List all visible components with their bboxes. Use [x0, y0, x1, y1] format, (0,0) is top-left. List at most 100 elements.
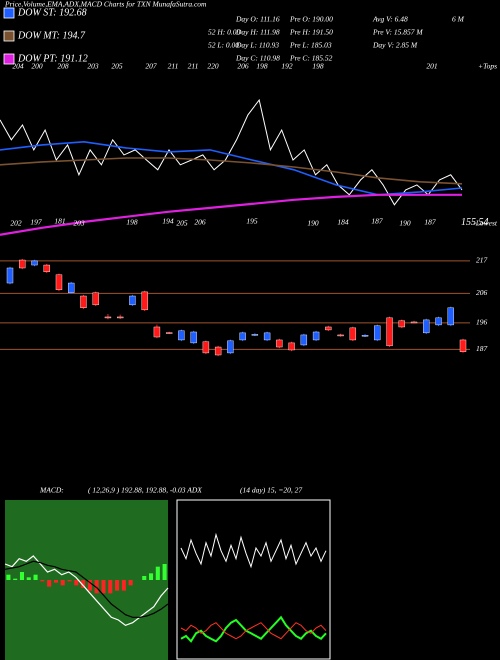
candle-body — [374, 325, 381, 341]
candle-body — [423, 319, 430, 334]
candle-body — [6, 267, 14, 284]
top-label: 207 — [145, 62, 157, 71]
histogram-bar — [155, 566, 160, 580]
bottom-label: 202 — [10, 219, 22, 228]
candle-body — [239, 332, 246, 341]
candle-body — [92, 292, 99, 306]
adx-line — [180, 615, 327, 643]
low-note: -Lowest — [473, 219, 498, 228]
histogram-bar — [148, 573, 154, 580]
bottom-label: 195 — [246, 217, 258, 226]
candle-body — [325, 326, 332, 331]
line — [0, 157, 463, 185]
top-label: 211 — [168, 62, 179, 71]
page-title: Price,Volume,EMA,ADX,MACD Charts for TXN… — [4, 0, 207, 9]
histogram-bar — [47, 580, 52, 587]
top-label: 206 — [237, 62, 249, 71]
stat: Day O: 111.16 — [235, 15, 280, 24]
histogram-bar — [33, 574, 38, 580]
candle-body — [141, 291, 148, 311]
level-label: 206 — [476, 288, 488, 297]
candle-body — [337, 334, 344, 337]
adx-line — [180, 622, 327, 640]
histogram-bar — [81, 580, 86, 588]
histogram-bar — [94, 580, 99, 594]
histogram-bar — [87, 580, 92, 591]
top-label: 211 — [188, 62, 199, 71]
histogram-bar — [60, 580, 65, 586]
candle-body — [68, 282, 75, 293]
candle-body — [116, 316, 124, 319]
histogram-bar — [115, 580, 120, 591]
legend-swatch — [3, 53, 15, 65]
macd-line — [4, 560, 169, 618]
top-label: 198 — [312, 62, 324, 71]
adx-title: (14 day) 15, =20, 27 — [240, 486, 302, 495]
histogram-bar — [162, 564, 167, 580]
level-label: 217 — [476, 256, 488, 265]
legend-label: DOW MT: 194.7 — [17, 30, 86, 41]
candle-body — [312, 331, 320, 341]
top-label: 192 — [281, 62, 293, 71]
stat: Pre V: 15.857 M — [372, 28, 423, 37]
candle-body — [410, 321, 418, 324]
bottom-label: 190 — [307, 219, 319, 228]
bottom-label: 206 — [194, 218, 206, 227]
stat: Pre L: 185.03 — [289, 41, 332, 50]
level-label: 187 — [476, 344, 488, 353]
candle-body — [459, 339, 467, 352]
bottom-label: 198 — [126, 218, 138, 227]
bottom-label: 194 — [162, 217, 174, 226]
candle-body — [288, 342, 295, 351]
candle-body — [227, 340, 234, 354]
stat: Pre O: 190.00 — [289, 15, 333, 24]
histogram-bar — [101, 580, 106, 594]
candle-body — [202, 341, 210, 354]
histogram-bar — [108, 580, 113, 594]
candle-body — [251, 334, 259, 336]
histogram-bar — [67, 580, 72, 582]
bottom-label: 203 — [73, 219, 85, 228]
legend-label: DOW PT: 191.12 — [17, 53, 88, 64]
candle-body — [398, 320, 405, 328]
level-label: 196 — [476, 318, 488, 327]
candle-body — [361, 335, 369, 337]
stat: 52 L: 0.00 — [208, 41, 239, 50]
histogram-bar — [40, 580, 45, 582]
stat: Day C: 110.98 — [235, 54, 280, 63]
legend-label: DOW ST: 192.68 — [17, 7, 87, 18]
bottom-label: 184 — [337, 218, 349, 227]
candle-body — [190, 331, 197, 344]
candle-body — [214, 346, 222, 356]
macd-title: MACD: — [39, 486, 64, 495]
legend-swatch — [3, 30, 15, 42]
bottom-label: 190 — [399, 219, 411, 228]
bottom-label: 197 — [30, 218, 42, 227]
candle-body — [104, 316, 112, 319]
histogram-bar — [121, 580, 126, 591]
top-label: 205 — [111, 62, 123, 71]
bottom-label: 187 — [424, 218, 436, 227]
candle-body — [386, 317, 393, 347]
histogram-bar — [26, 577, 31, 580]
candle-body — [178, 330, 185, 341]
candle-body — [165, 332, 173, 334]
top-label: 198 — [256, 62, 268, 71]
histogram-bar — [19, 572, 25, 580]
histogram-bar — [13, 578, 18, 580]
histogram-bar — [53, 580, 58, 583]
adx-line — [180, 532, 327, 569]
candle-body — [43, 264, 50, 273]
stat: 52 H: 0.00 — [208, 28, 241, 37]
candle-body — [80, 295, 87, 309]
annotation: 155.54 — [461, 217, 489, 228]
stat: Day V: 2.85 M — [372, 41, 418, 50]
candle-body — [349, 327, 357, 341]
top-note: +Tops — [478, 62, 497, 71]
line — [0, 193, 462, 236]
macd-subtitle: ( 12,26,9 ) 192.88, 192.88, -0.03 ADX — [88, 486, 202, 495]
stat: Avg V: 6.48 — [372, 15, 408, 24]
candle-body — [435, 317, 442, 326]
candle-body — [276, 339, 283, 348]
